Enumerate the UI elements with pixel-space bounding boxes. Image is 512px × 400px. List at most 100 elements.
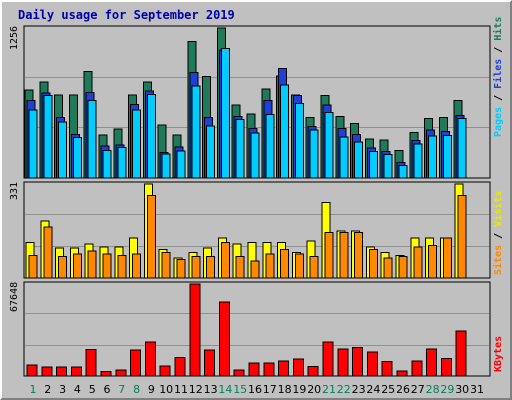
bar-sites-day-13 <box>206 256 216 279</box>
bar-kbytes-day-4 <box>70 366 82 377</box>
x-tick-label: 25 <box>381 383 395 396</box>
bar-sites-day-12 <box>191 256 201 279</box>
legend-files: Files <box>493 58 504 89</box>
bar-kbytes-day-5 <box>85 348 97 377</box>
panel-kbytes <box>23 281 491 377</box>
bar-sites-day-11 <box>176 259 186 279</box>
bar-kbytes-day-7 <box>115 369 127 377</box>
x-tick-label: 1 <box>30 383 37 396</box>
x-tick-label: 14 <box>218 383 232 396</box>
x-tick-label: 24 <box>366 383 380 396</box>
bar-kbytes-day-13 <box>204 349 216 377</box>
x-tick-label: 31 <box>470 383 484 396</box>
bar-kbytes-day-9 <box>144 341 156 377</box>
legend-kbytes: KBytes <box>493 336 504 372</box>
bar-sites-day-10 <box>161 251 171 279</box>
bar-sites-day-9 <box>146 195 156 279</box>
bar-kbytes-day-27 <box>411 360 423 377</box>
bar-pages-day-25 <box>383 154 393 179</box>
x-tick-label: 20 <box>307 383 321 396</box>
x-tick-label: 10 <box>159 383 173 396</box>
bar-pages-day-12 <box>191 85 201 179</box>
bar-sites-day-8 <box>132 253 142 279</box>
bar-sites-day-5 <box>87 250 97 279</box>
x-tick-label: 29 <box>440 383 454 396</box>
bar-kbytes-day-12 <box>189 283 201 377</box>
bar-kbytes-day-30 <box>455 330 467 377</box>
x-tick-label: 7 <box>118 383 125 396</box>
x-tick-label: 12 <box>189 383 203 396</box>
kbytes-y-max-label: 67648 <box>9 281 20 312</box>
legend-sites: Sites <box>493 244 504 275</box>
bar-sites-day-27 <box>413 246 423 279</box>
bar-kbytes-day-20 <box>307 365 319 377</box>
bar-pages-day-26 <box>398 164 408 179</box>
bar-kbytes-day-2 <box>41 366 53 377</box>
bar-sites-day-17 <box>265 253 275 279</box>
bar-pages-day-29 <box>442 135 452 179</box>
x-tick-label: 16 <box>248 383 262 396</box>
bar-pages-day-21 <box>324 111 334 179</box>
bar-pages-day-8 <box>132 109 142 179</box>
x-tick-label: 9 <box>148 383 155 396</box>
x-tick-label: 15 <box>233 383 247 396</box>
bar-pages-day-11 <box>176 150 186 179</box>
bar-sites-day-21 <box>324 232 334 279</box>
bar-pages-day-3 <box>58 121 68 179</box>
bar-kbytes-day-19 <box>292 358 304 377</box>
bar-pages-day-17 <box>265 114 275 179</box>
bar-pages-day-16 <box>250 132 260 179</box>
bar-pages-day-10 <box>161 153 171 179</box>
bar-pages-day-30 <box>457 117 467 179</box>
x-tick-label: 22 <box>337 383 351 396</box>
x-tick-label: 4 <box>74 383 81 396</box>
legend-visits-sites: Sites / Visits <box>493 191 504 275</box>
bar-kbytes-day-1 <box>26 364 38 377</box>
legend-separator: / <box>493 226 504 245</box>
bar-pages-day-18 <box>280 84 290 179</box>
bar-pages-day-4 <box>72 136 82 179</box>
hits-y-max-label: 1256 <box>9 25 20 50</box>
bar-pages-day-24 <box>368 151 378 179</box>
x-tick-label: 11 <box>174 383 188 396</box>
legend-hits: Hits <box>493 16 504 41</box>
bar-pages-day-15 <box>235 118 245 179</box>
bar-sites-day-20 <box>309 256 319 279</box>
x-tick-label: 17 <box>263 383 277 396</box>
bar-kbytes-day-15 <box>233 369 245 377</box>
bar-kbytes-day-11 <box>174 357 186 377</box>
x-tick-label: 23 <box>352 383 366 396</box>
bar-sites-day-15 <box>235 256 245 279</box>
bar-sites-day-29 <box>442 237 452 279</box>
x-tick-label: 21 <box>322 383 336 396</box>
bar-sites-day-25 <box>383 257 393 279</box>
x-tick-label: 2 <box>44 383 51 396</box>
bar-sites-day-26 <box>398 256 408 279</box>
bar-kbytes-day-28 <box>426 348 438 377</box>
bar-sites-day-2 <box>43 226 53 279</box>
bar-sites-day-1 <box>28 254 38 279</box>
legend-separator: / <box>493 88 504 107</box>
bar-pages-day-14 <box>220 47 230 179</box>
legend-visits: Visits <box>493 190 504 227</box>
bar-kbytes-day-25 <box>381 361 393 377</box>
bar-sites-day-28 <box>428 244 438 279</box>
bar-kbytes-day-6 <box>100 371 112 377</box>
bar-pages-day-5 <box>87 99 97 179</box>
bar-sites-day-6 <box>102 253 112 279</box>
bar-sites-day-23 <box>354 232 364 279</box>
bar-kbytes-day-26 <box>396 370 408 377</box>
bar-kbytes-day-22 <box>337 348 349 377</box>
bar-pages-day-27 <box>413 143 423 179</box>
chart-title: Daily usage for September 2019 <box>18 8 235 22</box>
bar-sites-day-7 <box>117 254 127 279</box>
bar-pages-day-1 <box>28 109 38 179</box>
legend-pages: Pages <box>493 106 504 137</box>
bar-pages-day-28 <box>428 135 438 179</box>
bar-pages-day-23 <box>354 141 364 179</box>
bar-sites-day-24 <box>368 249 378 279</box>
bar-kbytes-day-8 <box>130 349 142 377</box>
bar-pages-day-7 <box>117 147 127 179</box>
bar-sites-day-14 <box>220 242 230 279</box>
